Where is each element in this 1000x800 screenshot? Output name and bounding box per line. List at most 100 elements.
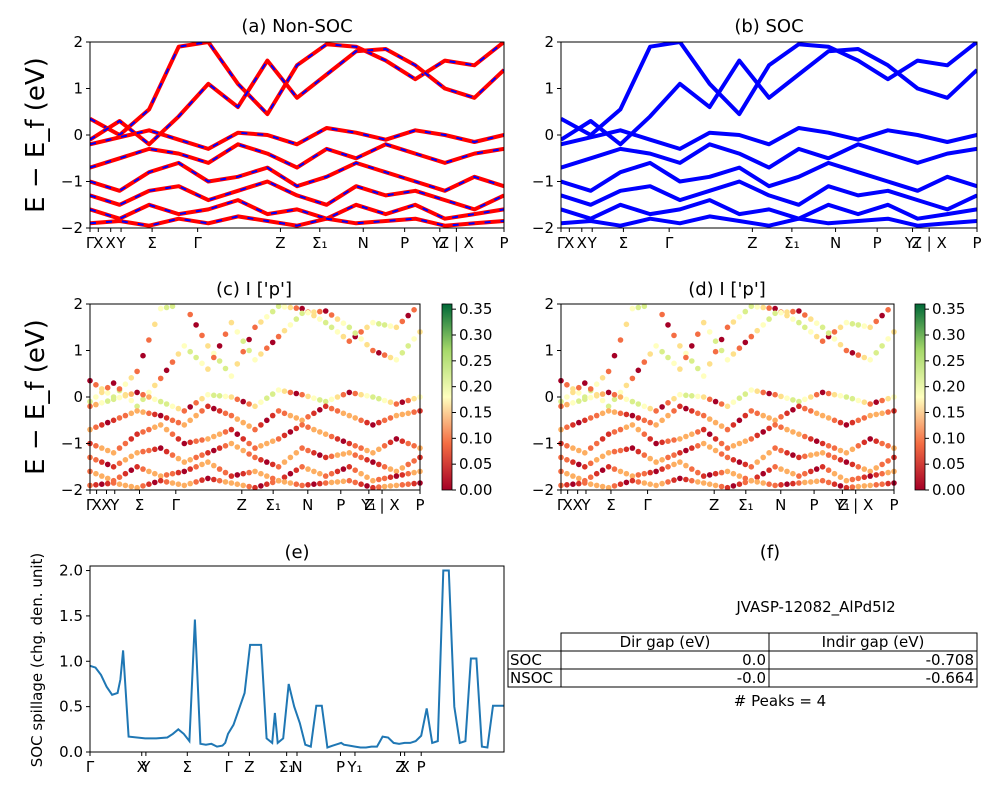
- x-tick-label: Z | X: [838, 496, 873, 514]
- projected-dot: [802, 396, 808, 403]
- projected-dot: [281, 304, 288, 310]
- projected-dot: [772, 464, 778, 470]
- projected-dot: [671, 437, 677, 443]
- projected-dot: [641, 303, 648, 310]
- x-tick-label: Z: [747, 234, 757, 252]
- projected-dot: [128, 391, 135, 397]
- projected-dot: [175, 481, 182, 488]
- gap-table: Dir gap (eV) Indir gap (eV) SOC 0.0 -0.7…: [507, 632, 978, 688]
- projected-dot: [317, 480, 323, 487]
- projected-dot: [712, 348, 719, 355]
- projected-dot: [724, 357, 731, 363]
- projected-dot: [381, 475, 388, 482]
- projected-dot: [808, 436, 814, 442]
- projected-dot: [689, 393, 695, 399]
- x-tick-label: X: [399, 758, 409, 776]
- projected-dot: [387, 466, 394, 472]
- y-tick-label: 0: [73, 126, 83, 144]
- projected-dot: [134, 368, 140, 375]
- projected-dot: [635, 304, 642, 311]
- projected-dot: [322, 398, 329, 405]
- projected-dot: [587, 394, 594, 401]
- projected-dot: [861, 439, 868, 446]
- projected-dot: [381, 322, 388, 328]
- projected-dot: [346, 464, 353, 470]
- projected-dot: [387, 354, 394, 361]
- projected-dot: [246, 423, 252, 429]
- projected-dot: [140, 391, 146, 398]
- projected-dot: [264, 314, 270, 320]
- projected-dot: [234, 416, 241, 422]
- projected-dot: [93, 382, 99, 388]
- projected-dot: [246, 336, 252, 343]
- projected-dot: [813, 438, 820, 445]
- projected-dot: [665, 454, 671, 461]
- projected-dot: [393, 324, 400, 331]
- projected-dot: [405, 440, 412, 447]
- projected-dot: [582, 380, 588, 386]
- panel-d-colorbar-ticks: 0.35 0.30 0.25 0.20 0.15 0.10 0.05 0.00: [925, 300, 965, 499]
- projected-dot: [281, 327, 288, 334]
- projected-dot: [399, 411, 406, 418]
- projected-dot: [99, 445, 105, 451]
- projected-dot: [387, 323, 394, 329]
- projected-dot: [376, 350, 382, 356]
- colorbar-tick-label: 0.25: [932, 352, 965, 370]
- projected-dot: [269, 412, 276, 419]
- projected-dot: [234, 444, 241, 450]
- projected-dot: [246, 401, 252, 407]
- projected-dot: [376, 446, 382, 453]
- projected-dot: [659, 457, 665, 463]
- projected-dot: [99, 400, 105, 406]
- projected-dot: [623, 321, 630, 328]
- projected-dot: [683, 405, 689, 412]
- projected-dot: [358, 470, 364, 477]
- projected-dot: [564, 382, 570, 388]
- projected-dot: [885, 307, 891, 313]
- projected-dot: [712, 436, 719, 442]
- projected-dot: [683, 354, 689, 361]
- projected-dot: [293, 390, 300, 397]
- projected-dot: [796, 454, 802, 461]
- colorbar-tick-label: 0.20: [459, 378, 492, 396]
- projected-dot: [222, 443, 229, 449]
- projected-dot: [742, 308, 749, 315]
- projected-dot: [322, 480, 329, 486]
- projected-dot: [599, 453, 606, 460]
- projected-dot: [819, 477, 826, 484]
- projected-dot: [205, 459, 211, 465]
- projected-dot: [399, 438, 406, 445]
- projected-dot: [134, 484, 140, 491]
- projected-dot: [778, 424, 784, 431]
- x-tick-label: Γ: [643, 496, 652, 514]
- projected-dot: [605, 484, 612, 491]
- projected-dot: [205, 436, 211, 442]
- x-tick-label: P: [336, 758, 345, 776]
- projected-dot: [411, 336, 417, 342]
- projected-dot: [867, 436, 873, 442]
- projected-dot: [376, 419, 382, 426]
- projected-dot: [346, 412, 353, 419]
- projected-dot: [116, 460, 123, 467]
- projected-dot: [381, 397, 388, 404]
- x-tick-label: Y: [109, 496, 120, 514]
- projected-dot: [641, 480, 648, 486]
- projected-dot: [867, 473, 873, 479]
- projected-dot: [605, 368, 612, 375]
- projected-dot: [205, 343, 211, 349]
- projected-dot: [287, 389, 294, 396]
- x-tick-label: X: [573, 496, 583, 514]
- projected-dot: [287, 322, 294, 328]
- x-tick-label: X: [577, 234, 587, 252]
- projected-dot: [885, 469, 891, 476]
- projected-dot: [399, 318, 406, 325]
- y-tick-label: 2: [73, 295, 83, 313]
- band-line: [561, 142, 977, 170]
- panel-e-title: (e): [284, 542, 309, 563]
- projected-dot: [724, 468, 731, 475]
- projected-dot: [163, 472, 170, 478]
- projected-dot: [861, 483, 868, 489]
- projected-dot: [831, 391, 838, 398]
- projected-dot: [659, 480, 665, 487]
